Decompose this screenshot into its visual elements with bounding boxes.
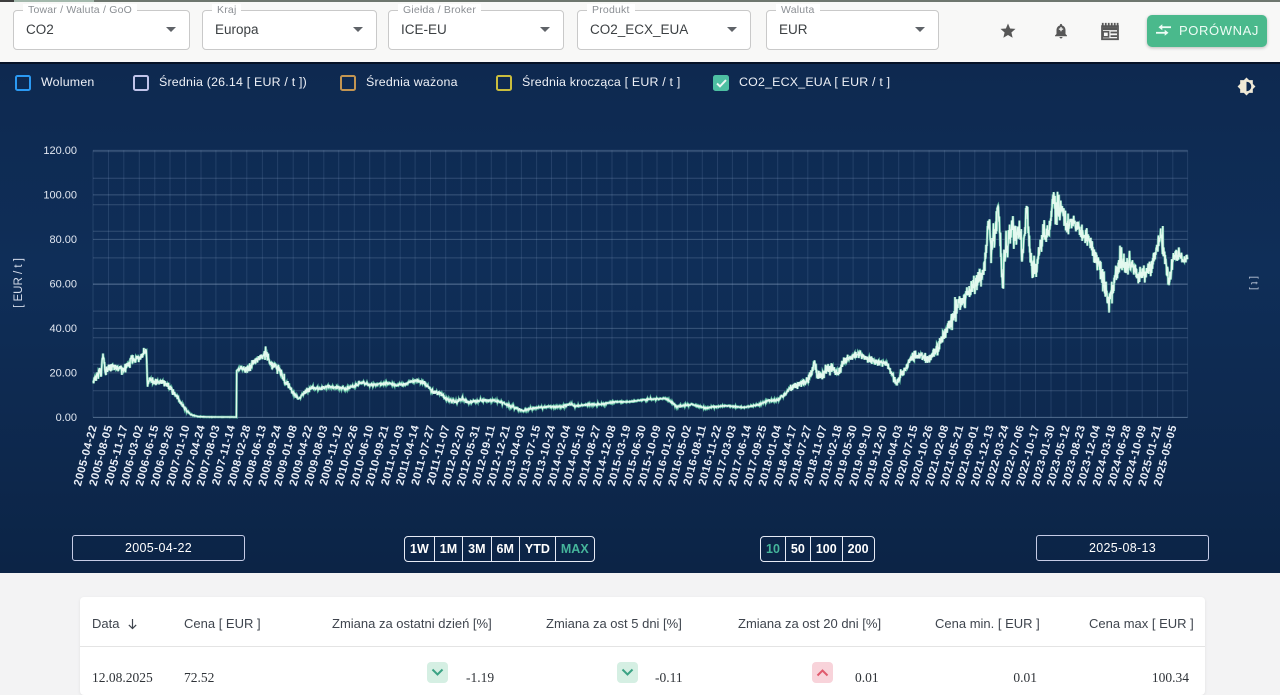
svg-text:20.00: 20.00: [49, 367, 77, 379]
svg-text:80.00: 80.00: [49, 234, 77, 246]
svg-text:40.00: 40.00: [49, 323, 77, 335]
svg-text:[ t ]: [ t ]: [1248, 276, 1259, 290]
svg-text:120.00: 120.00: [43, 145, 77, 157]
svg-text:0.00: 0.00: [56, 412, 77, 424]
svg-text:60.00: 60.00: [49, 278, 77, 290]
svg-text:100.00: 100.00: [43, 189, 77, 201]
svg-text:[ EUR / t ]: [ EUR / t ]: [13, 258, 25, 308]
